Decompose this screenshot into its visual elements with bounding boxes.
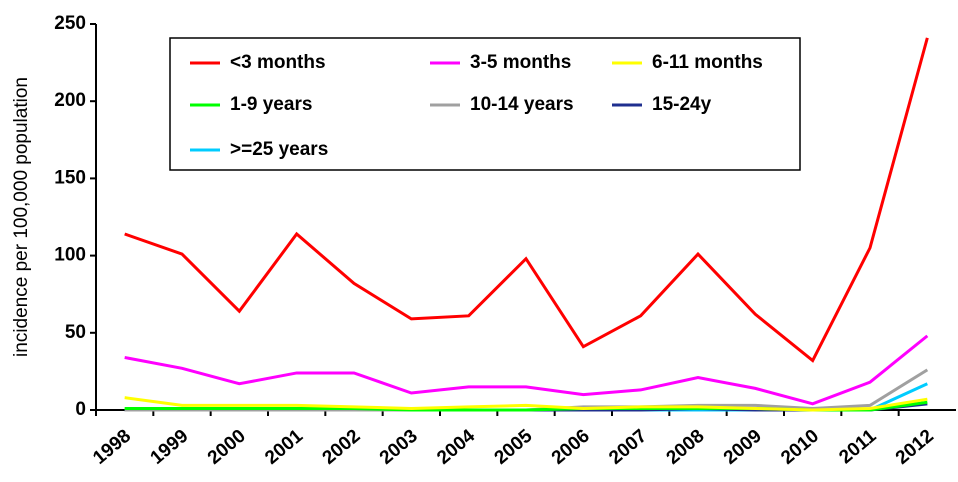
x-tick-label: 1998 [89,426,135,469]
legend-label: 3-5 months [470,52,571,73]
legend-label: 6-11 months [652,52,763,73]
y-axis-label: incidence per 100,000 population [11,77,32,357]
legend-label: <3 months [230,52,326,73]
x-tick-label: 1999 [147,426,193,469]
x-tick-label: 2000 [204,426,250,469]
x-tick-label: 2001 [261,425,307,469]
series-line [124,37,929,363]
y-tick-label: 0 [75,399,86,420]
y-tick-label: 100 [54,245,86,266]
legend-label: >=25 years [230,139,328,160]
x-tick-label: 2003 [376,426,422,469]
x-tick-label: 2004 [433,425,479,469]
legend-label: 15-24y [652,94,712,115]
x-tick-label: 2012 [892,426,938,469]
series-line [124,334,929,406]
legend-label: 10-14 years [470,94,574,115]
x-tick-label: 2005 [491,425,537,469]
legend-label: 1-9 years [230,94,312,115]
series-line [124,396,928,412]
y-tick-label: 150 [54,167,86,188]
y-tick-label: 250 [54,13,86,34]
legend-box [169,37,801,171]
x-tick-label: 2002 [319,426,365,469]
y-tick-label: 200 [54,90,86,111]
x-tick-label: 2009 [720,426,766,469]
x-tick-label: 2008 [663,426,709,469]
x-tick-label: 2010 [777,426,823,469]
x-tick-label: 2011 [835,425,880,468]
x-tick-label: 2007 [605,426,651,469]
y-tick-label: 50 [65,322,86,343]
x-tick-label: 2006 [548,426,594,469]
